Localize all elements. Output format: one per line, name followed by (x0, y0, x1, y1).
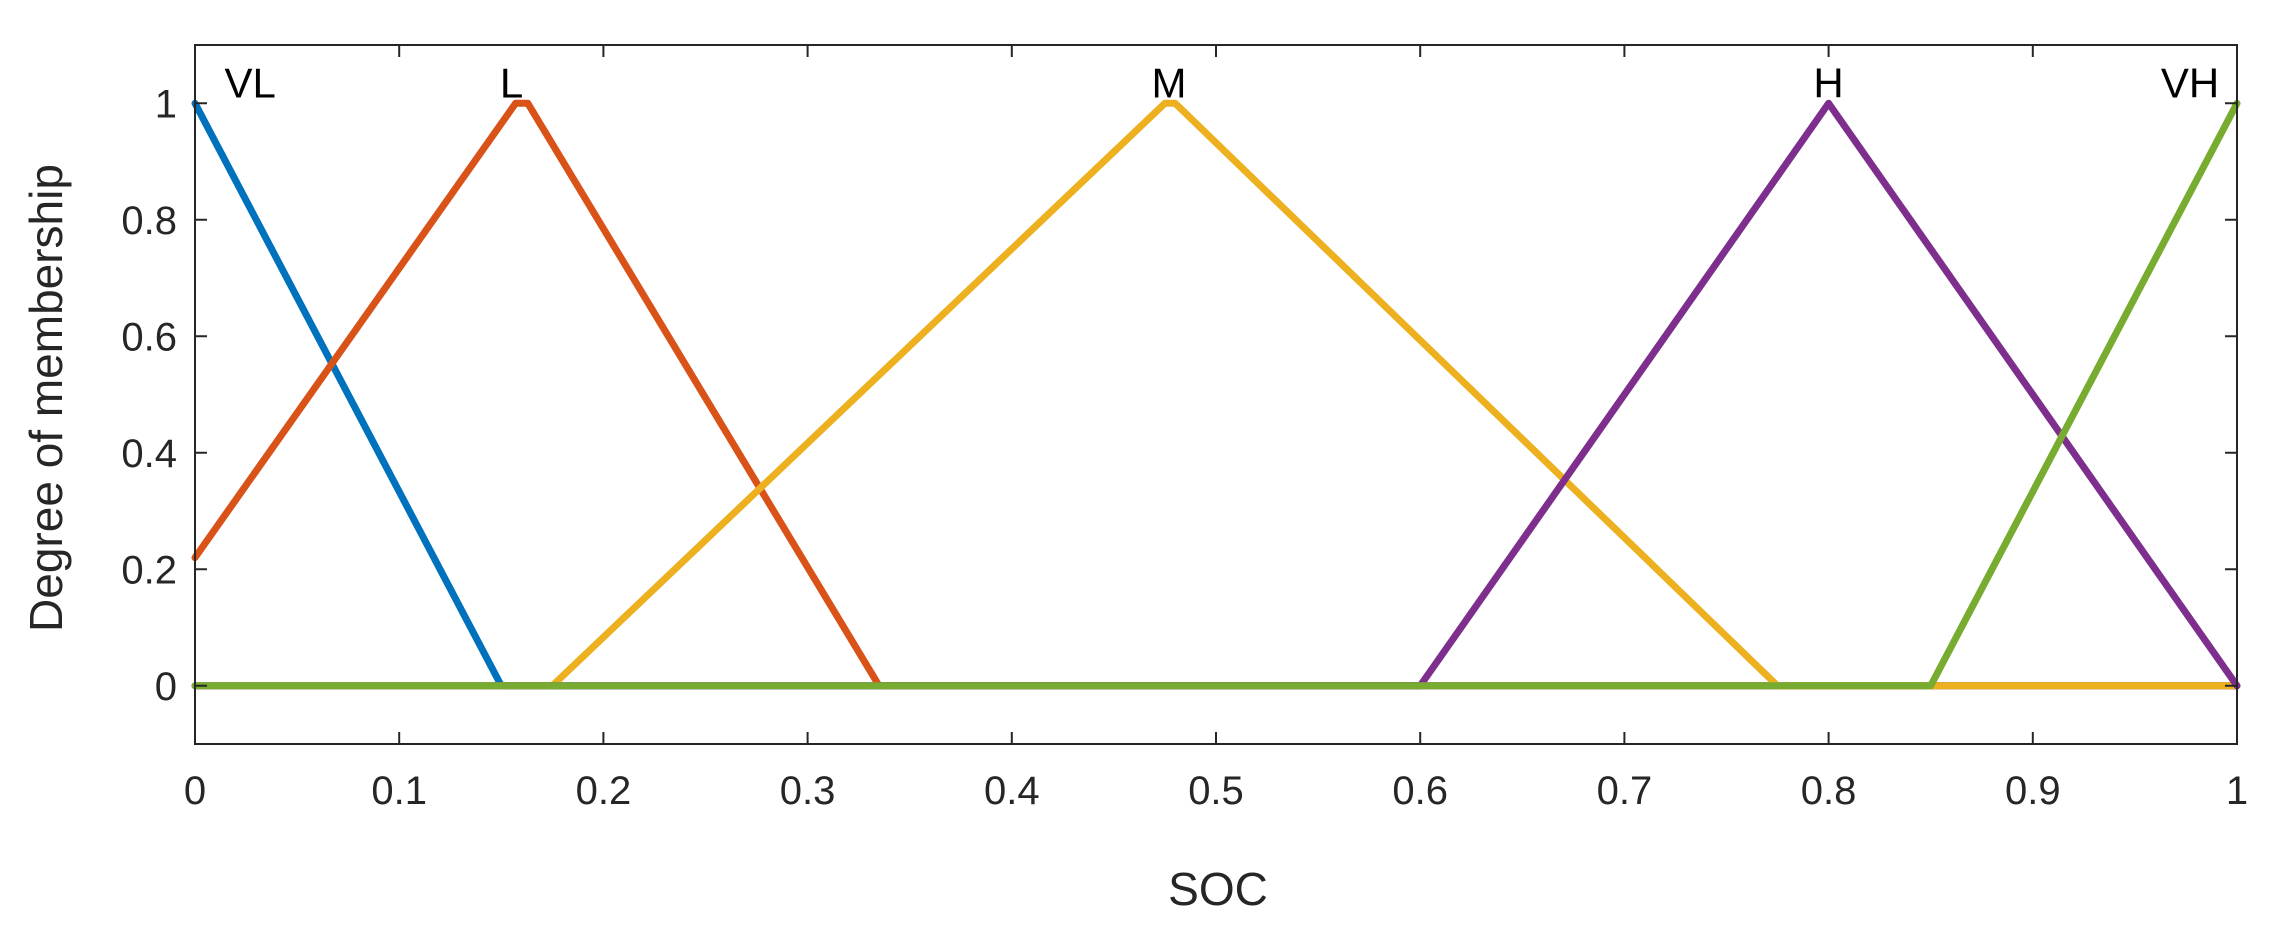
y-tick-label: 0.6 (121, 315, 177, 359)
mf-label-m: M (1152, 60, 1187, 107)
plot-area (195, 45, 2237, 744)
plot-background (195, 45, 2237, 744)
x-axis-title: SOC (1168, 863, 1268, 915)
y-tick-label: 1 (155, 82, 177, 126)
ticks-group: 0 0.1 0.2 0.3 0.4 0.5 0.6 0.7 0.8 0.9 1 0 0.2 0.4 0.6 0… (121, 45, 2248, 813)
mf-label-vh: VH (2161, 60, 2219, 107)
x-tick-label: 0.2 (576, 769, 632, 813)
y-tick-label: 0.2 (121, 548, 177, 592)
y-tick-label: 0 (155, 665, 177, 709)
mf-label-vl: VL (224, 60, 275, 107)
x-tick-label: 0.8 (1801, 769, 1857, 813)
annotations-group: VL L M H VH (224, 60, 2219, 107)
y-axis-title: Degree of membership (20, 164, 72, 632)
x-tick-label: 0.1 (371, 769, 427, 813)
mf-label-l: L (500, 60, 523, 107)
x-tick-label: 0.7 (1597, 769, 1653, 813)
x-tick-label: 1 (2226, 769, 2248, 813)
series-group (191, 99, 2241, 690)
x-tick-label: 0.6 (1392, 769, 1448, 813)
x-tick-label: 0.3 (780, 769, 836, 813)
y-tick-label: 0.4 (121, 432, 177, 476)
x-tick-label: 0.9 (2005, 769, 2061, 813)
mf-label-h: H (1813, 60, 1843, 107)
series-line-vh (191, 99, 2241, 690)
x-tick-label: 0 (184, 769, 206, 813)
x-tick-label: 0.4 (984, 769, 1040, 813)
x-tick-label: 0.5 (1188, 769, 1244, 813)
y-tick-label: 0.8 (121, 199, 177, 243)
